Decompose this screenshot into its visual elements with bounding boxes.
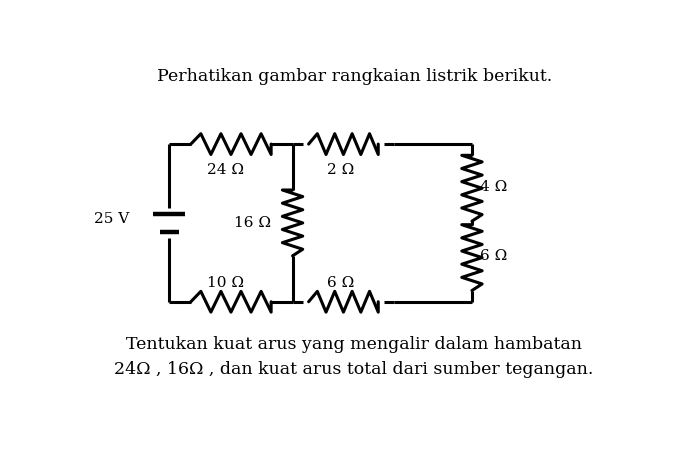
Text: 16 Ω: 16 Ω [234, 216, 271, 230]
Text: 4 Ω: 4 Ω [480, 180, 507, 194]
Text: Tentukan kuat arus yang mengalir dalam hambatan: Tentukan kuat arus yang mengalir dalam h… [126, 337, 582, 353]
Text: 2 Ω: 2 Ω [328, 163, 354, 177]
Text: Perhatikan gambar rangkaian listrik berikut.: Perhatikan gambar rangkaian listrik beri… [157, 68, 551, 85]
Text: 6 Ω: 6 Ω [328, 276, 354, 290]
Text: 25 V: 25 V [94, 212, 129, 226]
Text: 10 Ω: 10 Ω [207, 276, 244, 290]
Text: 24Ω , 16Ω , dan kuat arus total dari sumber tegangan.: 24Ω , 16Ω , dan kuat arus total dari sum… [115, 360, 594, 378]
Text: 6 Ω: 6 Ω [480, 249, 507, 263]
Text: 24 Ω: 24 Ω [207, 163, 244, 177]
